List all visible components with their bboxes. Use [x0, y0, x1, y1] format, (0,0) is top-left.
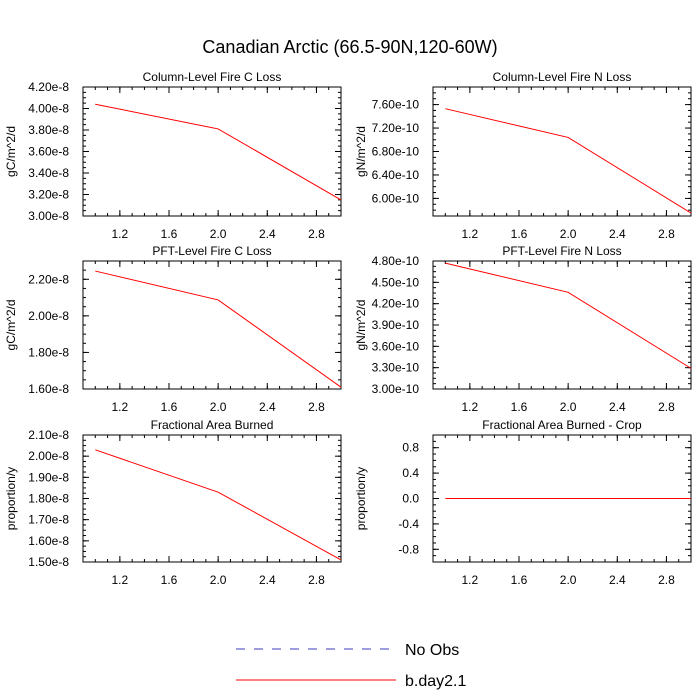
y-tick-label: 2.10e-8 [28, 428, 69, 442]
y-tick-label: 1.80e-8 [28, 345, 69, 359]
x-tick-label: 1.2 [112, 227, 129, 241]
x-tick-label: 2.8 [308, 573, 325, 587]
y-tick-label: 4.20e-8 [28, 80, 69, 94]
series-line [445, 108, 692, 214]
y-axis-label: proportion/y [4, 467, 18, 530]
x-tick-label: 2.8 [308, 227, 325, 241]
y-tick-label: 4.50e-10 [372, 275, 420, 289]
y-tick-label: 2.00e-8 [28, 449, 69, 463]
y-tick-label: 2.00e-8 [28, 309, 69, 323]
y-axis-label: gC/m^2/d [4, 126, 18, 177]
x-tick-label: 1.6 [161, 400, 178, 414]
y-tick-label: 4.80e-10 [372, 254, 420, 268]
x-tick-label: 1.2 [462, 400, 479, 414]
y-tick-label: 0.4 [402, 466, 419, 480]
plot-frame [82, 260, 342, 390]
x-tick-label: 1.6 [511, 573, 528, 587]
x-tick-label: 2.8 [658, 573, 675, 587]
series-line [95, 103, 342, 201]
y-tick-label: 3.60e-10 [372, 339, 420, 353]
panel-title: PFT-Level Fire C Loss [152, 244, 271, 258]
y-tick-label: 6.40e-10 [372, 168, 420, 182]
y-tick-label: 3.20e-8 [28, 188, 69, 202]
y-tick-label: 0.8 [402, 441, 419, 455]
y-tick-label: 3.00e-10 [372, 382, 420, 396]
x-tick-label: 1.2 [112, 573, 129, 587]
panel-4: PFT-Level Fire N Loss gN/m^2/d 1.2 1.6 2.0 2.… [354, 244, 692, 414]
plot-frame [82, 86, 342, 217]
x-tick-label: 1.2 [462, 227, 479, 241]
y-axis-label: proportion/y [354, 467, 368, 530]
x-tick-label: 2.0 [560, 227, 577, 241]
y-tick-label: 2.20e-8 [28, 272, 69, 286]
x-tick-label: 2.0 [210, 227, 227, 241]
panel-2: Column-Level Fire N Loss gN/m^2/d 1.2 1.6 2.… [354, 70, 692, 241]
series-line [95, 449, 342, 561]
y-tick-label: 1.50e-8 [28, 555, 69, 569]
y-tick-label: -0.4 [398, 517, 419, 531]
series-line [445, 262, 692, 369]
x-tick-label: 1.6 [511, 227, 528, 241]
panel-5: Fractional Area Burned proportion/y 1.2 1.6… [4, 418, 342, 587]
y-axis-label: gN/m^2/d [354, 126, 368, 177]
y-tick-label: 3.00e-8 [28, 209, 69, 223]
x-tick-label: 2.0 [210, 400, 227, 414]
panel-title: Fractional Area Burned [151, 418, 274, 432]
y-tick-label: 3.30e-10 [372, 361, 420, 375]
x-tick-label: 1.2 [112, 400, 129, 414]
y-axis-label: gN/m^2/d [354, 300, 368, 351]
x-tick-label: 2.4 [609, 227, 626, 241]
x-tick-label: 2.8 [658, 400, 675, 414]
x-tick-label: 2.4 [609, 400, 626, 414]
x-tick-label: 1.6 [161, 573, 178, 587]
x-tick-label: 2.0 [560, 400, 577, 414]
y-tick-label: 1.80e-8 [28, 492, 69, 506]
plot-frame [432, 86, 692, 217]
x-tick-label: 1.6 [161, 227, 178, 241]
y-tick-label: 4.20e-10 [372, 297, 420, 311]
y-tick-label: 0.0 [402, 492, 419, 506]
y-tick-label: 1.60e-8 [28, 382, 69, 396]
y-axis-label: gC/m^2/d [4, 300, 18, 351]
series-line [95, 270, 342, 388]
panel-title: Fractional Area Burned - Crop [482, 418, 642, 432]
y-tick-label: 7.20e-10 [372, 121, 420, 135]
plot-frame [82, 434, 342, 563]
y-tick-label: 6.80e-10 [372, 145, 420, 159]
x-tick-label: 1.6 [511, 400, 528, 414]
y-tick-label: 6.00e-10 [372, 191, 420, 205]
panel-title: Column-Level Fire N Loss [493, 70, 632, 84]
x-tick-label: 1.2 [462, 573, 479, 587]
x-tick-label: 2.0 [210, 573, 227, 587]
page-title: Canadian Arctic (66.5-90N,120-60W) [202, 37, 498, 57]
x-tick-label: 2.8 [658, 227, 675, 241]
legend: No Obs b.day2.1 [236, 642, 466, 690]
y-tick-label: 1.90e-8 [28, 470, 69, 484]
x-tick-label: 2.4 [609, 573, 626, 587]
legend-run-label: b.day2.1 [405, 673, 466, 690]
panel-3: PFT-Level Fire C Loss gC/m^2/d 1.2 1.6 2.0 2.… [4, 244, 342, 414]
y-tick-label: 3.80e-8 [28, 123, 69, 137]
panel-6: Fractional Area Burned - Crop proportion/… [354, 418, 692, 587]
y-tick-label: -0.8 [398, 542, 419, 556]
y-tick-label: 4.00e-8 [28, 102, 69, 116]
panel-title: Column-Level Fire C Loss [143, 70, 282, 84]
panel-1: Column-Level Fire C Loss gC/m^2/d 1.2 1.6 2.… [4, 70, 342, 241]
legend-noobs-label: No Obs [405, 642, 459, 659]
y-tick-label: 1.70e-8 [28, 513, 69, 527]
y-tick-label: 1.60e-8 [28, 534, 69, 548]
plot-frame [432, 260, 692, 390]
x-tick-label: 2.4 [259, 227, 276, 241]
x-tick-label: 2.4 [259, 400, 276, 414]
x-tick-label: 2.4 [259, 573, 276, 587]
y-tick-label: 3.60e-8 [28, 145, 69, 159]
y-tick-label: 7.60e-10 [372, 98, 420, 112]
x-tick-label: 2.0 [560, 573, 577, 587]
x-tick-label: 2.8 [308, 400, 325, 414]
y-tick-label: 3.40e-8 [28, 166, 69, 180]
y-tick-label: 3.90e-10 [372, 318, 420, 332]
panel-title: PFT-Level Fire N Loss [502, 244, 621, 258]
